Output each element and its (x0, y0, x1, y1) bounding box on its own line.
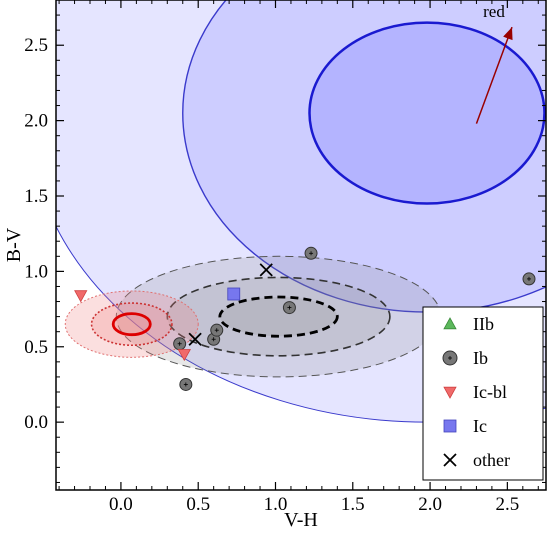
x-tick-label-3: 1.5 (341, 494, 365, 515)
ellipse-black-4 (166, 276, 391, 357)
legend-label-ic: Ic (473, 416, 487, 436)
legend-marker-iib (443, 317, 457, 330)
ellipse-red-7 (90, 302, 173, 347)
y-tick-label-5: 2.5 (24, 35, 48, 56)
annotation-arrow-shaft (475, 26, 513, 124)
x-tick-label-1: 0.5 (186, 494, 210, 515)
point-ib-3 (210, 323, 224, 337)
legend-marker-other (443, 453, 457, 467)
point-icbl-0 (74, 290, 88, 303)
point-ic-0 (227, 287, 241, 301)
legend-label-ib: Ib (473, 348, 488, 368)
y-tick-label-1: 0.5 (24, 337, 48, 358)
point-ib-4 (282, 301, 296, 315)
y-axis-title: B-V (3, 227, 25, 262)
data-points (74, 246, 536, 391)
legend-box (422, 306, 544, 481)
annotation-arrow-head (503, 27, 513, 41)
legend-marker-icbl (443, 386, 457, 399)
legend-label-iib: IIb (473, 314, 494, 334)
y-tick-label-0: 0.0 (24, 412, 48, 433)
x-tick-label-2: 1.0 (264, 494, 288, 515)
point-other-1-stroke-b (259, 263, 273, 277)
legend-marker-ib (442, 350, 458, 366)
ellipse-black-5 (218, 295, 339, 338)
point-ib-1 (179, 377, 193, 391)
x-tick-label-4: 2.0 (418, 494, 442, 515)
ellipse-red-6 (64, 290, 199, 358)
plot-frame (55, 0, 547, 491)
point-icbl-1 (177, 349, 191, 362)
point-ib-6 (522, 272, 536, 286)
y-tick-label-4: 2.0 (24, 111, 48, 132)
legend-marker-ic (443, 419, 457, 433)
point-other-0-stroke-b (188, 332, 202, 346)
x-tick-label-5: 2.5 (495, 494, 519, 515)
ellipse-red-8 (111, 312, 152, 337)
point-ib-5 (304, 246, 318, 260)
axis-ticks: 0.0 0.5 1.0 1.5 2.0 2.5 0.0 0.5 1.0 1.5 2.0 2.5 (24, 0, 546, 515)
legend-marker-other-stroke-b (443, 453, 457, 467)
legend-label-icbl: Ic-bl (473, 382, 507, 402)
x-tick-label-0: 0.0 (109, 494, 133, 515)
annotation-label: red (483, 2, 505, 21)
annotations: red (475, 2, 513, 124)
y-tick-label-2: 1.0 (24, 261, 48, 282)
point-other-1 (259, 263, 273, 277)
confidence-ellipses (56, 0, 546, 423)
ellipse-blue-2 (308, 21, 546, 205)
y-tick-label-3: 1.5 (24, 186, 48, 207)
legend: IIb Ib Ic-bl Ic other (422, 306, 544, 481)
point-ib-0 (173, 337, 187, 351)
legend-label-other: other (473, 450, 510, 470)
point-other-0 (188, 332, 202, 346)
x-axis-title: V-H (284, 509, 318, 531)
